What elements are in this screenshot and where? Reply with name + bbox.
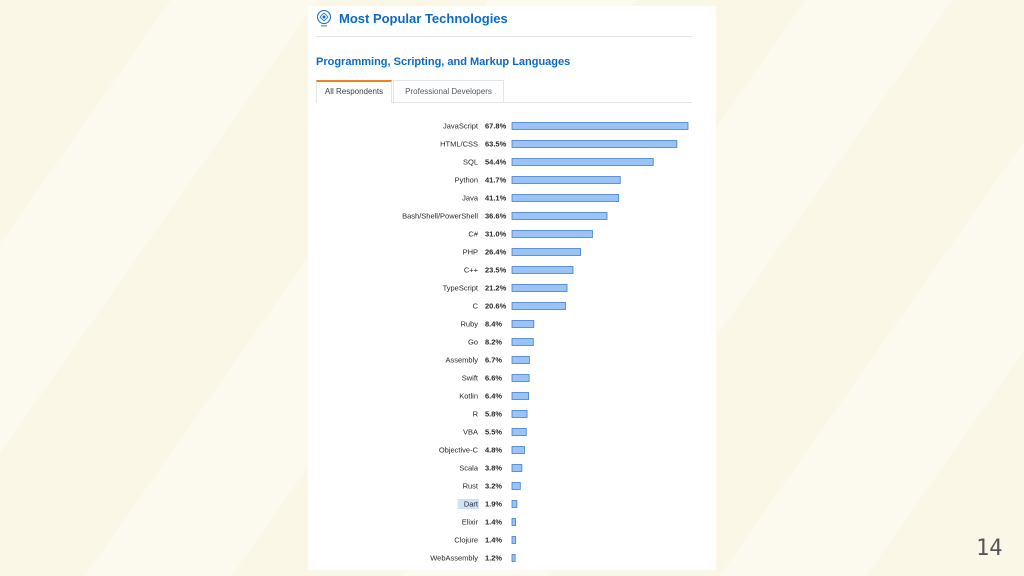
value-label-bash-shell-powershell: 36.6% <box>485 212 507 221</box>
value-label-c: 23.5% <box>485 266 507 275</box>
bar-elixir <box>511 518 517 526</box>
value-label-clojure: 1.4% <box>485 536 502 545</box>
value-label-vba: 5.5% <box>485 428 502 437</box>
value-label-html-css: 63.5% <box>485 140 507 149</box>
bar-swift <box>511 374 530 382</box>
bar-sql <box>511 158 654 166</box>
category-label-webassembly: WebAssembly <box>430 554 478 563</box>
value-label-python: 41.7% <box>485 176 507 185</box>
tab-all-respondents[interactable]: All Respondents <box>316 80 392 103</box>
category-label-go: Go <box>468 338 478 347</box>
bar-dart <box>511 500 518 508</box>
section-title: Programming, Scripting, and Markup Langu… <box>316 56 571 68</box>
category-label-rust: Rust <box>463 482 479 491</box>
bar-rust <box>511 482 521 490</box>
bar-clojure <box>511 536 517 544</box>
category-label-swift: Swift <box>462 374 479 383</box>
category-label-sql: SQL <box>463 158 478 167</box>
bar-scala <box>511 464 523 472</box>
category-label-java: Java <box>462 194 479 203</box>
bar-assembly <box>511 356 530 364</box>
bar-java <box>511 194 620 202</box>
panel-header: Most Popular Technologies <box>316 6 692 37</box>
bar-php <box>511 248 581 256</box>
bar-objective-c <box>511 446 525 454</box>
value-label-sql: 54.4% <box>485 158 507 167</box>
bar-typescript <box>511 284 568 292</box>
category-label-clojure: Clojure <box>454 536 478 545</box>
bar-ruby <box>511 320 535 328</box>
survey-panel: Most Popular Technologies Programming, S… <box>308 6 716 570</box>
category-label-elixir: Elixir <box>462 518 479 527</box>
slide-number: 14 <box>976 536 1003 561</box>
category-label-assembly: Assembly <box>445 356 478 365</box>
bar-kotlin <box>511 392 530 400</box>
text-selection-highlight <box>457 499 479 509</box>
category-label-bash-shell-powershell: Bash/Shell/PowerShell <box>402 212 478 221</box>
category-label-r: R <box>473 410 479 419</box>
category-label-ruby: Ruby <box>460 320 478 329</box>
bar-python <box>511 176 621 184</box>
value-label-ruby: 8.4% <box>485 320 502 329</box>
survey-logo-icon <box>317 10 331 27</box>
value-label-go: 8.2% <box>485 338 502 347</box>
value-label-scala: 3.8% <box>485 464 502 473</box>
value-label-swift: 6.6% <box>485 374 502 383</box>
value-label-typescript: 21.2% <box>485 284 507 293</box>
bar-c <box>511 302 566 310</box>
value-label-webassembly: 1.2% <box>485 554 502 563</box>
tab-professional-developers[interactable]: Professional Developers <box>393 80 504 102</box>
category-label-php: PHP <box>463 248 478 257</box>
value-label-c: 31.0% <box>485 230 507 239</box>
bar-html-css <box>511 140 678 148</box>
bar-c <box>511 266 574 274</box>
category-label-html-css: HTML/CSS <box>440 140 478 149</box>
value-label-dart: 1.9% <box>485 500 502 509</box>
page-title: Most Popular Technologies <box>339 11 508 26</box>
respondent-tabs: All Respondents Professional Developers <box>316 80 692 103</box>
bar-vba <box>511 428 527 436</box>
category-label-c: C++ <box>464 266 479 275</box>
bar-go <box>511 338 534 346</box>
value-label-rust: 3.2% <box>485 482 502 491</box>
category-label-kotlin: Kotlin <box>459 392 478 401</box>
bar-c <box>511 230 593 238</box>
value-label-objective-c: 4.8% <box>485 446 502 455</box>
category-label-c: C <box>473 302 479 311</box>
bar-r <box>511 410 528 418</box>
category-label-typescript: TypeScript <box>443 284 479 293</box>
category-label-vba: VBA <box>463 428 478 437</box>
category-label-c: C# <box>468 230 478 239</box>
value-label-elixir: 1.4% <box>485 518 502 527</box>
value-label-c: 20.6% <box>485 302 507 311</box>
bar-javascript <box>511 122 689 130</box>
bar-webassembly <box>511 554 516 562</box>
value-label-r: 5.8% <box>485 410 502 419</box>
category-label-dart: Dart <box>464 500 479 509</box>
category-label-python: Python <box>455 176 478 185</box>
category-label-javascript: JavaScript <box>443 122 479 131</box>
category-label-objective-c: Objective-C <box>439 446 479 455</box>
value-label-php: 26.4% <box>485 248 507 257</box>
bar-bash-shell-powershell <box>511 212 608 220</box>
value-label-java: 41.1% <box>485 194 507 203</box>
value-label-assembly: 6.7% <box>485 356 502 365</box>
languages-bar-chart: JavaScript 67.8% HTML/CSS 63.5% SQL 54.4% Pyth… <box>402 122 689 563</box>
category-label-scala: Scala <box>459 464 479 473</box>
value-label-kotlin: 6.4% <box>485 392 502 401</box>
value-label-javascript: 67.8% <box>485 122 507 131</box>
